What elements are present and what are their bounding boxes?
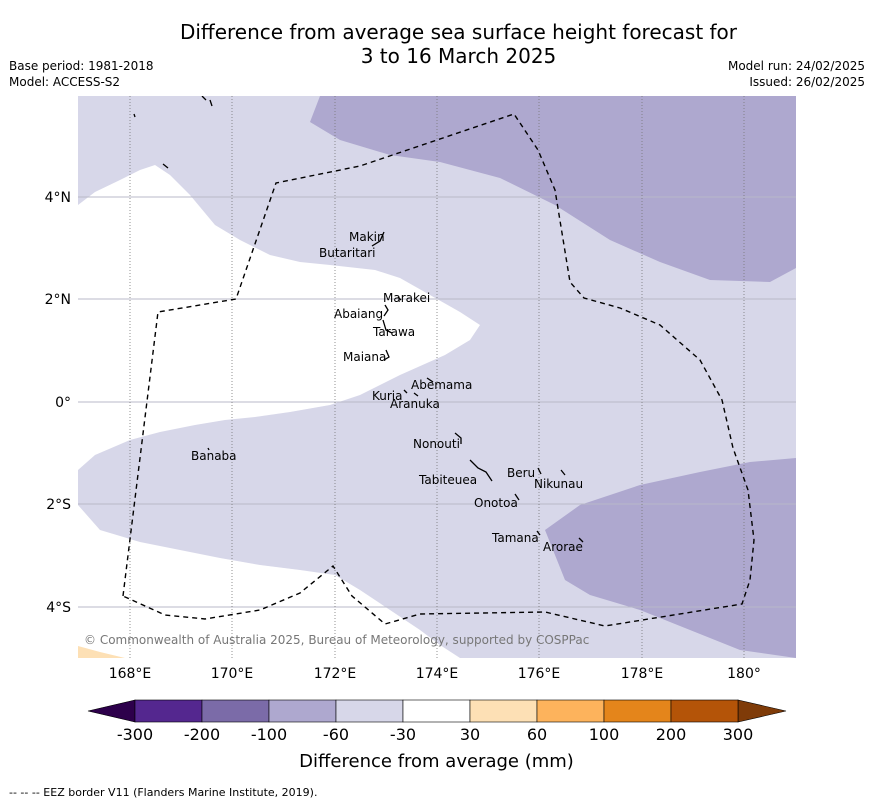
island-label-butaritari: Butaritari [319, 246, 376, 260]
anomaly-region-positive [78, 646, 125, 658]
anomaly-region-near-average-north [78, 165, 480, 470]
meridians [129, 96, 745, 658]
anomaly-region-near-average-south [78, 505, 460, 658]
island-label-tamana: Tamana [491, 531, 539, 545]
lon-label-170e: 170°E [211, 666, 254, 682]
lat-label-4n: 4°N [45, 190, 71, 206]
colorbar-under-arrow [87, 699, 136, 723]
colorbar-segment [603, 699, 672, 723]
map-area [78, 96, 796, 658]
colorbar: -300 -200 -100 -60 -30 30 60 100 200 300 [87, 699, 787, 744]
island-label-makin: Makin [349, 230, 385, 244]
island-label-tarawa: Tarawa [372, 325, 415, 339]
lat-label-2n: 2°N [45, 292, 71, 308]
colorbar-tick-label: -200 [184, 725, 220, 744]
eez-border [122, 113, 755, 627]
island-label-beru: Beru [507, 466, 535, 480]
colorbar-tick-label: -100 [251, 725, 287, 744]
colorbar-ticks: -300 -200 -100 -60 -30 30 60 100 200 300 [117, 725, 753, 744]
lon-label-178e: 178°E [621, 666, 664, 682]
colorbar-tick-label: 100 [589, 725, 620, 744]
island-label-tabiteuea: Tabiteuea [418, 473, 477, 487]
title-line-1: Difference from average sea surface heig… [179, 20, 738, 44]
colorbar-tick-label: 60 [527, 725, 547, 744]
island-label-marakei: Marakei [383, 291, 430, 305]
island-label-onotoa: Onotoa [474, 496, 518, 510]
island-label-abemama: Abemama [411, 378, 472, 392]
island-label-kuria: Kuria [372, 389, 403, 403]
eez-legend-note: -- -- -- EEZ border V11 (Flanders Marine… [9, 786, 318, 799]
lat-label-0: 0° [55, 395, 71, 411]
colorbar-segment [670, 699, 739, 723]
model-name: Model: ACCESS-S2 [9, 75, 121, 89]
colorbar-tick-label: 30 [460, 725, 480, 744]
base-period: Base period: 1981-2018 [9, 59, 154, 73]
island-labels: Makin Butaritari Marakei Abaiang Tarawa … [191, 230, 583, 554]
colorbar-tick-label: -60 [323, 725, 349, 744]
colorbar-segment [134, 699, 203, 723]
colorbar-tick-label: -30 [390, 725, 416, 744]
island-label-banaba: Banaba [191, 449, 237, 463]
model-run: Model run: 24/02/2025 [727, 59, 865, 73]
colorbar-segment [335, 699, 404, 723]
lat-label-4s: 4°S [46, 600, 71, 616]
colorbar-segments [134, 699, 739, 723]
lon-label-172e: 172°E [314, 666, 357, 682]
latitude-labels: 4°N 2°N 0° 2°S 4°S [45, 190, 72, 616]
lon-label-176e: 176°E [518, 666, 561, 682]
anomaly-region-south-east [545, 458, 796, 658]
colorbar-segment [268, 699, 337, 723]
colorbar-tick-label: -300 [117, 725, 153, 744]
colorbar-tick-label: 300 [723, 725, 754, 744]
lon-label-168e: 168°E [109, 666, 152, 682]
run-info: Model run: 24/02/2025 Issued: 26/02/2025 [728, 58, 865, 90]
colorbar-segment [469, 699, 538, 723]
lat-label-2s: 2°S [46, 497, 71, 513]
island-label-nikunau: Nikunau [534, 477, 583, 491]
island-label-aranuka: Aranuka [390, 397, 440, 411]
colorbar-tick-label: 200 [656, 725, 687, 744]
longitude-labels: 168°E 170°E 172°E 174°E 176°E 178°E 180° [109, 666, 761, 682]
model-info: Base period: 1981-2018 Model: ACCESS-S2 [9, 58, 154, 90]
colorbar-over-arrow [737, 699, 787, 723]
colorbar-segment [402, 699, 471, 723]
island-label-abaiang: Abaiang [334, 307, 383, 321]
title-line-2: 3 to 16 March 2025 [360, 44, 557, 68]
colorbar-label: Difference from average (mm) [299, 751, 574, 772]
issued-date: Issued: 26/02/2025 [749, 75, 865, 89]
colorbar-segment [201, 699, 270, 723]
island-outlines [133, 96, 584, 543]
lon-label-180: 180° [727, 666, 761, 682]
copyright-notice: © Commonwealth of Australia 2025, Bureau… [84, 633, 589, 647]
island-label-arorae: Arorae [543, 540, 583, 554]
lon-label-174e: 174°E [416, 666, 459, 682]
map-title: Difference from average sea surface heig… [0, 20, 873, 68]
colorbar-segment [536, 699, 605, 723]
island-label-maiana: Maiana [343, 350, 386, 364]
island-label-nonouti: Nonouti [413, 437, 460, 451]
